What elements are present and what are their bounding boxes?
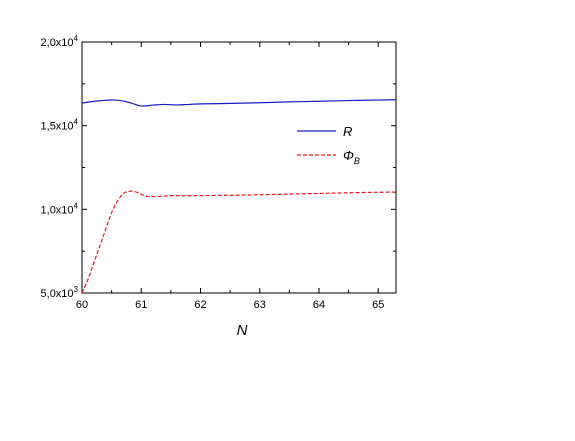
legend-label-phi-b: ΦB (343, 148, 360, 166)
y-tick-label: 1,5x104 (41, 118, 79, 133)
x-axis-title: N (237, 322, 248, 339)
y-tick-label: 2,0x104 (41, 34, 79, 49)
plot-area (81, 41, 397, 294)
x-tick-label: 61 (135, 299, 147, 311)
axes: 60 61 62 63 64 65 5,0x103 1,0x104 1,5x104 2,0x104 (41, 34, 396, 311)
x-tick-label: 62 (194, 299, 206, 311)
y-tick-label: 5,0x103 (41, 285, 79, 300)
y-tick-label: 1,0x104 (41, 201, 79, 216)
legend: R ΦB (297, 124, 360, 166)
series-phi-b-line (81, 190, 397, 294)
x-tick-label: 60 (76, 299, 88, 311)
series-r-line (81, 99, 397, 107)
plot-frame (81, 41, 397, 294)
x-tick-label: 65 (372, 299, 384, 311)
legend-label-r: R (343, 124, 352, 139)
series-group (81, 99, 397, 294)
x-tick-label: 64 (313, 299, 325, 311)
x-tick-label: 63 (254, 299, 266, 311)
